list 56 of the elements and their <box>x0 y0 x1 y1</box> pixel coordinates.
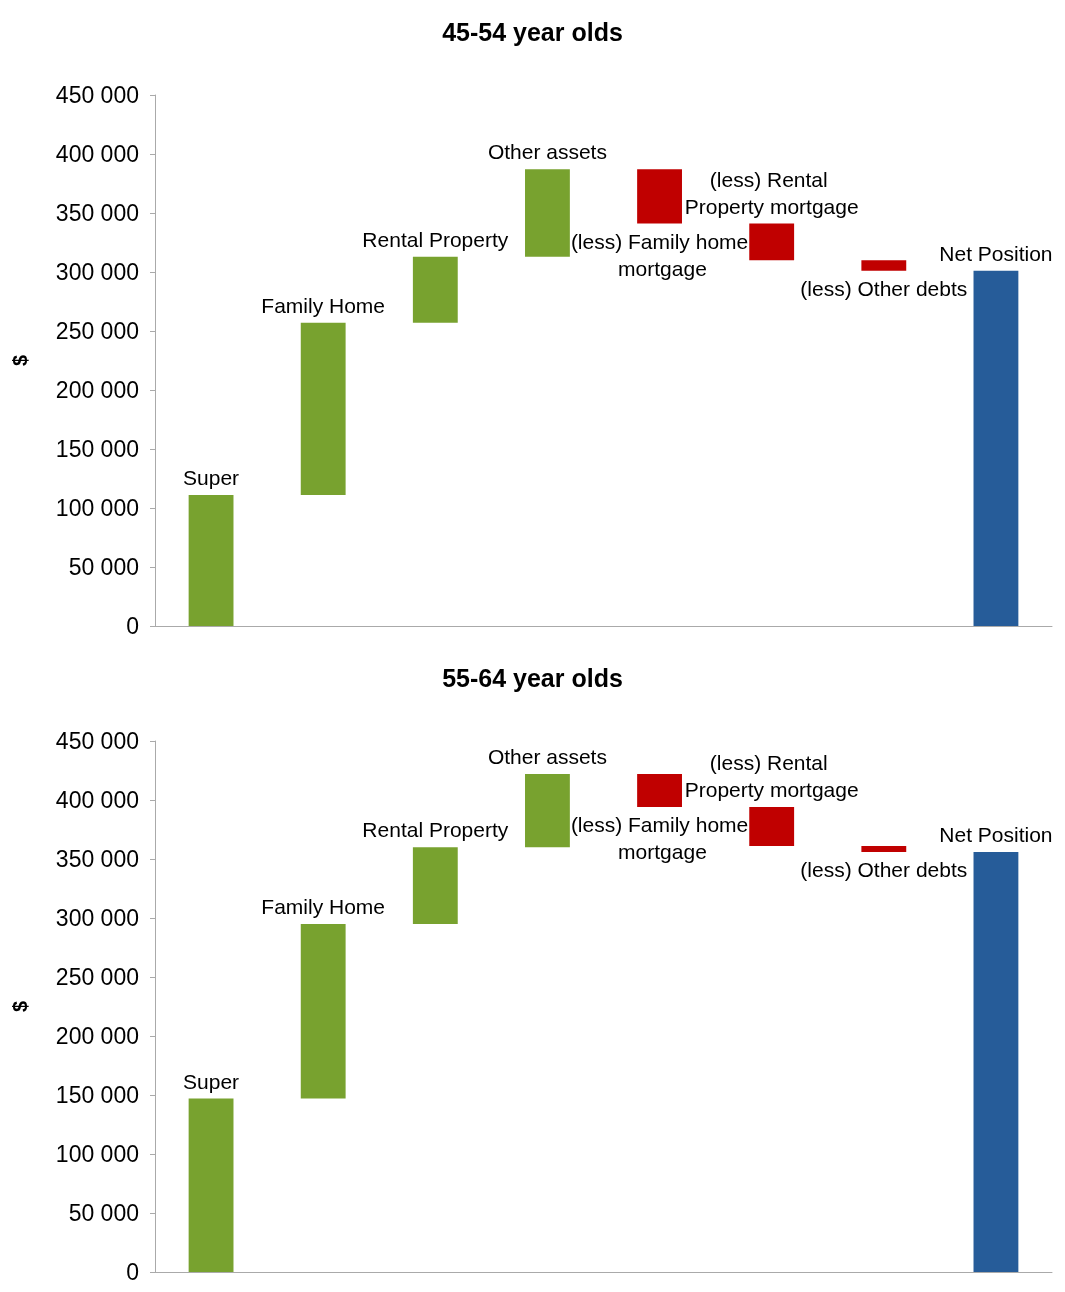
bar <box>300 322 346 496</box>
y-tick-label: 400 000 <box>55 787 139 813</box>
x-tick-label: (less) Rental Property mortgage <box>684 167 859 218</box>
y-tick-label: 100 000 <box>55 1141 139 1167</box>
y-tick-label: 100 000 <box>55 495 139 521</box>
y-axis-title: $ <box>9 354 31 367</box>
y-tick-label: 0 <box>126 613 139 639</box>
x-tick-label: Family Home <box>261 894 386 918</box>
x-tick-label: (less) Other debts <box>800 857 968 881</box>
y-tick-label: 450 000 <box>55 82 139 108</box>
bar <box>861 846 907 852</box>
y-tick-label: 300 000 <box>55 259 139 285</box>
y-tick-label: 400 000 <box>55 141 139 167</box>
x-tick-label: (less) Family home mortgage <box>570 813 749 864</box>
y-tick-label: 150 000 <box>55 436 139 462</box>
bar <box>188 495 234 626</box>
y-tick-label: 0 <box>126 1259 139 1285</box>
x-tick-label: Super <box>183 466 240 490</box>
y-axis-title: $ <box>9 1000 31 1013</box>
bar <box>973 270 1019 626</box>
chart-title: 55-64 year olds <box>442 663 623 692</box>
x-tick-label: Super <box>183 1069 240 1093</box>
bar <box>637 774 682 808</box>
bar <box>300 923 346 1099</box>
y-tick-label: 450 000 <box>55 728 139 754</box>
y-tick-label: 50 000 <box>68 1200 139 1226</box>
bar <box>749 807 795 847</box>
x-tick-label: Rental Property <box>362 818 509 842</box>
bar <box>861 260 907 271</box>
y-tick-label: 350 000 <box>55 846 139 872</box>
y-tick-label: 200 000 <box>55 1023 139 1049</box>
chart-title: 45-54 year olds <box>442 17 623 46</box>
x-tick-label: Rental Property <box>362 227 509 251</box>
y-tick-label: 200 000 <box>55 377 139 403</box>
y-tick-label: 150 000 <box>55 1082 139 1108</box>
bar <box>637 169 682 224</box>
x-tick-label: Net Position <box>939 241 1053 265</box>
y-tick-label: 50 000 <box>68 554 139 580</box>
bar <box>188 1098 234 1272</box>
x-tick-label: Net Position <box>939 822 1053 846</box>
y-tick-label: 250 000 <box>55 964 139 990</box>
y-tick-label: 250 000 <box>55 318 139 344</box>
bar <box>525 774 570 848</box>
bar <box>749 223 795 261</box>
x-tick-label: Other assets <box>487 745 607 769</box>
bar <box>973 851 1019 1272</box>
x-tick-label: Other assets <box>487 140 607 164</box>
bar <box>412 847 458 924</box>
x-tick-label: (less) Other debts <box>800 276 968 300</box>
x-tick-label: (less) Family home mortgage <box>570 229 749 280</box>
bar <box>525 169 570 257</box>
x-tick-label: Family Home <box>261 293 386 317</box>
x-tick-label: (less) Rental Property mortgage <box>684 751 859 802</box>
y-tick-label: 300 000 <box>55 905 139 931</box>
y-tick-label: 350 000 <box>55 200 139 226</box>
bar <box>412 256 458 323</box>
